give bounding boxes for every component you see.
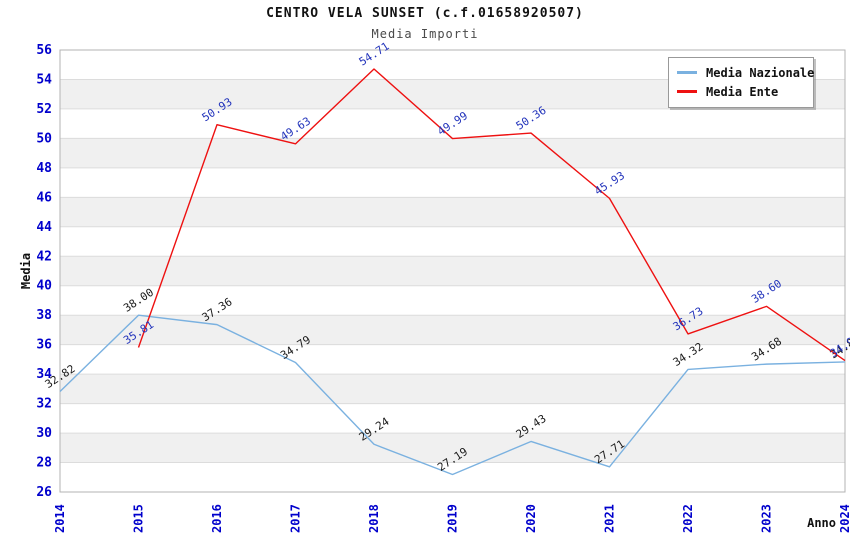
legend-swatch-icon — [677, 90, 697, 93]
legend-item: Media Nazionale — [677, 63, 814, 82]
y-tick-label: 30 — [36, 426, 52, 441]
x-tick-label: 2023 — [760, 504, 774, 533]
plot-band — [60, 256, 845, 286]
y-axis-title: Media — [19, 253, 33, 289]
y-tick-label: 34 — [36, 367, 52, 382]
y-tick-label: 32 — [36, 397, 52, 412]
plot-band — [60, 374, 845, 404]
legend: Media Nazionale Media Ente — [668, 57, 814, 108]
x-tick-label: 2022 — [681, 504, 695, 533]
x-tick-label: 2019 — [446, 504, 460, 533]
plot-border — [59, 49, 846, 493]
plot-band — [60, 285, 845, 316]
y-tick-label: 52 — [36, 102, 52, 117]
y-tick-label: 38 — [36, 308, 52, 323]
x-tick-label: 2018 — [367, 504, 381, 533]
plot-band — [60, 197, 845, 227]
y-tick-label: 48 — [36, 161, 52, 176]
legend-label: Media Ente — [706, 84, 779, 99]
x-tick-label: 2021 — [603, 504, 617, 533]
y-tick-label: 50 — [36, 131, 52, 146]
y-tick-label: 42 — [36, 249, 52, 264]
series-line-media-nazionale — [59, 314, 846, 476]
y-tick-label: 28 — [36, 456, 52, 471]
plot-band — [60, 226, 845, 257]
plot-band — [60, 462, 845, 492]
plot-band — [60, 433, 845, 463]
plot-band — [60, 167, 845, 198]
plot-band — [60, 315, 845, 345]
legend-label: Media Nazionale — [706, 65, 815, 80]
y-tick-label: 26 — [36, 485, 52, 500]
plot-band — [60, 403, 845, 434]
legend-swatch-icon — [677, 71, 697, 74]
x-axis-title: Anno — [807, 516, 836, 530]
y-tick-label: 56 — [36, 43, 52, 58]
plot-band — [60, 138, 845, 168]
plot-band — [60, 108, 845, 139]
x-tick-label: 2016 — [210, 504, 224, 533]
y-tick-label: 54 — [36, 72, 52, 87]
x-tick-label: 2015 — [132, 504, 146, 533]
x-tick-label: 2017 — [289, 504, 303, 533]
chart-subtitle: Media Importi — [371, 27, 479, 41]
y-tick-label: 40 — [36, 279, 52, 294]
x-tick-label: 2020 — [524, 504, 538, 533]
series-line-media-ente — [137, 68, 846, 362]
x-tick-label: 2024 — [838, 504, 850, 533]
legend-item: Media Ente — [677, 82, 805, 101]
chart-title: CENTRO VELA SUNSET (c.f.01658920507) — [266, 6, 584, 21]
plot-band — [60, 344, 845, 375]
y-tick-label: 46 — [36, 190, 52, 205]
y-tick-label: 44 — [36, 220, 52, 235]
x-tick-label: 2014 — [53, 504, 67, 533]
y-tick-label: 36 — [36, 338, 52, 353]
